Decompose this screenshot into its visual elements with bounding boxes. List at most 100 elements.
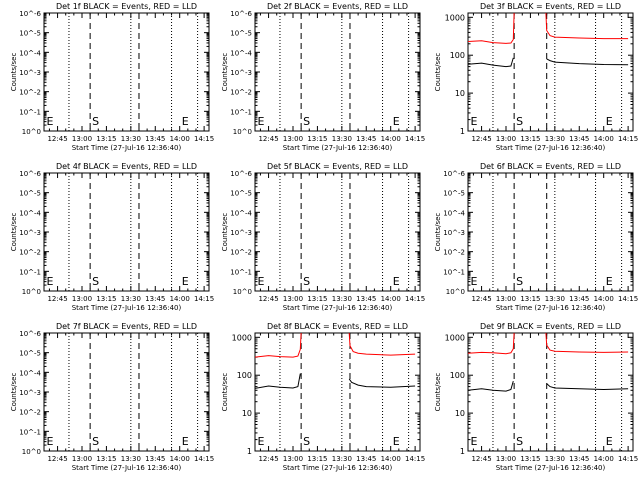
plot-frame [254,12,421,132]
y-tick-label: 10^0 [446,288,465,296]
plot-frame [43,172,210,292]
x-tick-label: 14:00 [170,135,190,143]
x-axis-label: Start Time (27-Jul-16 12:36:40) [72,304,182,312]
x-tick-label: 14:15 [194,455,214,463]
y-tick-label: 10^-6 [19,170,41,178]
x-tick-label: 13:00 [283,295,303,303]
time-marker-label: S [92,115,99,128]
x-tick-label: 13:30 [332,135,352,143]
x-tick-label: 13:00 [496,295,516,303]
x-tick-label: 14:00 [594,295,614,303]
y-tick-label: 1000 [445,13,465,22]
x-tick-label: 12:45 [47,455,67,463]
chart-title: Det 3f BLACK = Events, RED = LLD [480,2,621,11]
y-tick-label: 10^-4 [230,49,252,57]
time-marker-label: S [516,435,523,448]
y-axis-label: Counts/sec [10,53,18,92]
y-tick-label: 10^-5 [19,190,41,198]
x-tick-label: 14:15 [405,455,425,463]
y-tick-label: 10^-3 [230,229,252,237]
x-tick-label: 13:15 [307,135,327,143]
time-marker-label: E [47,275,54,288]
x-tick-label: 14:00 [594,135,614,143]
plot-frame [467,172,634,292]
y-tick-label: 10^0 [22,448,41,456]
y-axis-label: Counts/sec [10,373,18,412]
x-tick-label: 13:30 [545,295,565,303]
y-tick-label: 10^0 [22,128,41,136]
x-tick-label: 13:45 [356,455,376,463]
y-tick-label: 1000 [445,333,465,342]
chart-panel: Det 4f BLACK = Events, RED = LLD 10^0 10^-… [10,162,214,312]
chart-panel: Det 2f BLACK = Events, RED = LLD 10^0 10^-… [221,2,425,152]
y-tick-label: 100 [450,371,465,380]
y-tick-label: 10^-4 [443,209,465,217]
time-marker-label: E [258,115,265,128]
y-tick-label: 100 [237,371,252,380]
time-marker-label: S [92,275,99,288]
x-tick-label: 13:15 [96,135,116,143]
x-tick-label: 14:00 [170,455,190,463]
chart-title: Det 9f BLACK = Events, RED = LLD [480,322,621,331]
lld-series-line [545,13,629,40]
x-tick-label: 13:15 [96,295,116,303]
y-tick-label: 10^-3 [19,389,41,397]
x-tick-label: 13:30 [121,135,141,143]
time-marker-label: E [47,115,54,128]
x-tick-label: 13:00 [283,135,303,143]
y-axis-label: Counts/sec [434,213,442,252]
time-marker-label: E [182,275,189,288]
y-tick-label: 10 [455,409,465,418]
plot-frame [43,332,210,452]
y-tick-label: 10^0 [233,128,252,136]
time-marker-label: S [516,275,523,288]
x-tick-label: 13:15 [96,455,116,463]
chart-title: Det 7f BLACK = Events, RED = LLD [56,322,197,331]
events-series-line [546,383,629,391]
y-tick-label: 10^-2 [19,249,41,257]
lld-series-line [468,333,515,355]
time-marker-label: S [303,435,310,448]
x-tick-label: 13:30 [121,295,141,303]
chart-title: Det 2f BLACK = Events, RED = LLD [267,2,408,11]
y-tick-label: 10^-6 [19,10,41,18]
x-tick-label: 14:15 [405,295,425,303]
x-tick-label: 12:45 [47,295,67,303]
x-tick-label: 12:45 [258,295,278,303]
lld-series-line [348,333,416,356]
y-tick-label: 10^-1 [443,268,465,276]
y-tick-label: 1 [460,447,465,456]
x-tick-label: 13:30 [121,455,141,463]
x-tick-label: 14:00 [170,295,190,303]
plot-frame [467,332,634,452]
time-marker-label: S [303,115,310,128]
time-marker-label: S [516,115,523,128]
lld-series-line [545,333,629,353]
time-marker-label: E [471,275,478,288]
x-tick-label: 14:00 [381,455,401,463]
y-axis-label: Counts/sec [434,53,442,92]
x-tick-label: 13:45 [145,135,165,143]
y-tick-label: 10^-1 [19,108,41,116]
plot-frame [254,332,421,452]
x-axis-label: Start Time (27-Jul-16 12:36:40) [72,144,182,152]
lld-series-line [468,13,515,44]
x-tick-label: 13:15 [307,295,327,303]
time-marker-label: E [393,435,400,448]
x-tick-label: 13:00 [72,455,92,463]
x-tick-label: 14:15 [194,135,214,143]
x-tick-label: 12:45 [471,295,491,303]
time-marker-label: S [303,275,310,288]
y-tick-label: 1 [247,447,252,456]
y-axis-label: Counts/sec [221,53,229,92]
time-marker-label: E [393,275,400,288]
x-tick-label: 14:00 [594,455,614,463]
y-tick-label: 10^0 [233,288,252,296]
x-tick-label: 13:30 [545,135,565,143]
y-tick-label: 10^-3 [443,229,465,237]
chart-title: Det 5f BLACK = Events, RED = LLD [267,162,408,171]
x-tick-label: 13:45 [145,295,165,303]
x-tick-label: 14:15 [194,295,214,303]
y-tick-label: 10^-4 [19,209,41,217]
x-tick-label: 14:15 [618,135,638,143]
